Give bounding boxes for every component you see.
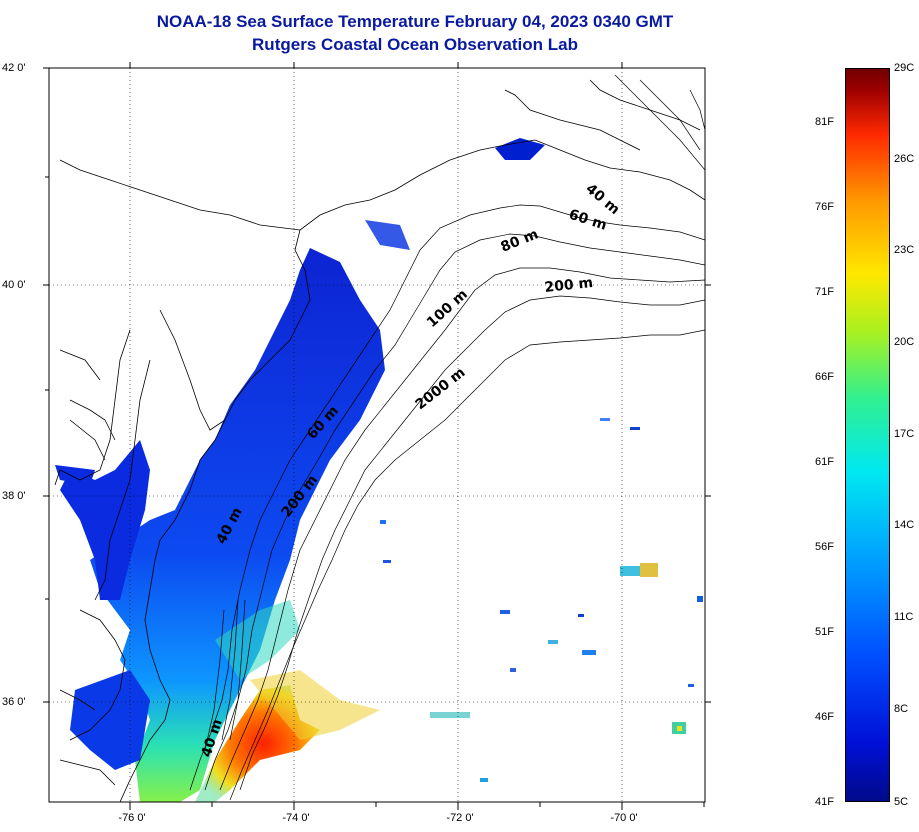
lon-label-74: -74 0' <box>282 812 310 824</box>
colorbar-f-66: 66F <box>815 371 834 383</box>
colorbar-f-56: 56F <box>815 541 834 553</box>
isobath-label-200m: 200 m <box>544 275 594 296</box>
lon-label-70: -70 0' <box>610 812 638 824</box>
isobath-label-100m: 100 m <box>424 287 471 331</box>
colorbar-c-14: 14C <box>894 519 915 531</box>
colorbar-c-17: 17C <box>894 428 915 440</box>
colorbar-c-11: 11C <box>894 611 914 623</box>
temperature-colorbar <box>845 68 890 802</box>
isobath-lines <box>189 74 705 801</box>
isobath-label-2000m: 2000 m <box>413 365 469 414</box>
colorbar-c-20: 20C <box>894 336 915 348</box>
coastline <box>54 79 705 802</box>
colorbar-f-51: 51F <box>815 626 834 638</box>
isobath-label-80m: 80 m <box>499 226 541 255</box>
lat-label-38: 38 0' <box>2 490 26 502</box>
isobath-label-60m: 60 m <box>567 207 609 234</box>
map-title: NOAA-18 Sea Surface Temperature February… <box>156 12 674 31</box>
colorbar-c-8: 8C <box>894 703 909 715</box>
map-frame <box>48 67 706 803</box>
lat-label-40: 40 0' <box>2 279 26 291</box>
map-subtitle: Rutgers Coastal Ocean Observation Lab <box>252 35 578 54</box>
colorbar-f-76: 76F <box>815 201 834 213</box>
lon-label-72: -72 0' <box>446 812 474 824</box>
colorbar-f-71: 71F <box>815 286 834 298</box>
colorbar-f-61: 61F <box>815 456 834 468</box>
colorbar-c-5: 5C <box>894 796 909 808</box>
sst-shelf-region <box>90 248 385 802</box>
lat-label-42: 42 0' <box>2 62 26 74</box>
colorbar-f-41: 41F <box>815 796 834 808</box>
lon-label-76: -76 0' <box>118 812 146 824</box>
colorbar-c-23: 23C <box>894 244 915 256</box>
colorbar-c-26: 26C <box>894 153 915 165</box>
lat-label-36: 36 0' <box>2 696 26 708</box>
colorbar-f-46: 46F <box>815 711 834 723</box>
colorbar-f-81: 81F <box>815 116 834 128</box>
graticule <box>49 68 705 802</box>
colorbar-c-29: 29C <box>894 62 915 74</box>
